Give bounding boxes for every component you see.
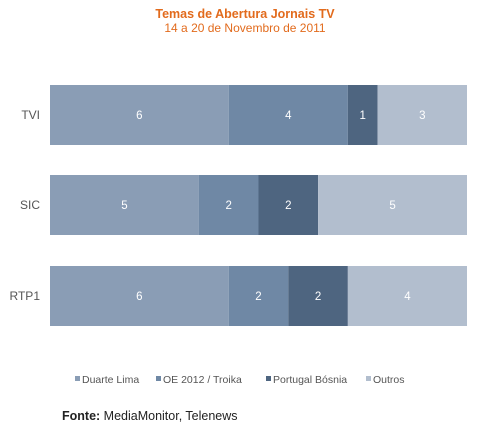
bar-segment (228, 266, 289, 326)
source-label: Fonte: (62, 409, 101, 423)
bar-segment (347, 266, 467, 326)
legend-label: Duarte Lima (82, 374, 139, 386)
data-label: 2 (255, 291, 261, 303)
legend-label: OE 2012 / Troika (163, 374, 242, 386)
bars-group: 6 4 1 3 5 2 2 5 6 2 2 4 (50, 85, 467, 326)
bar-segment (288, 266, 348, 326)
bar-segment (50, 85, 229, 145)
legend-swatch (366, 376, 371, 381)
data-label: 6 (136, 110, 142, 122)
data-label: 4 (285, 110, 292, 122)
legend: Duarte Lima OE 2012 / Troika Portugal Bósn… (75, 374, 405, 386)
legend-label: Outros (373, 374, 405, 386)
data-label: 2 (285, 200, 291, 212)
bar-segment (258, 175, 319, 235)
bar-segment (228, 85, 348, 145)
data-label: 5 (121, 200, 127, 212)
chart-subtitle: 14 a 20 de Novembro de 2011 (164, 21, 326, 35)
data-label: 2 (315, 291, 321, 303)
legend-swatch (75, 376, 80, 381)
data-label: 2 (226, 200, 232, 212)
data-label: 4 (404, 291, 411, 303)
bar-segment (198, 175, 259, 235)
data-label: 3 (419, 110, 425, 122)
data-label: 6 (136, 291, 142, 303)
chart-title: Temas de Abertura Jornais TV (155, 7, 335, 21)
data-label: 1 (360, 110, 366, 122)
category-labels: TVI SIC RTP1 (10, 108, 41, 303)
category-label: TVI (21, 108, 40, 122)
bar-segment (347, 85, 378, 145)
legend-swatch (266, 376, 271, 381)
source-note: Fonte: MediaMonitor, Telenews (62, 409, 238, 423)
category-label: RTP1 (10, 289, 41, 303)
bar-segment (377, 85, 467, 145)
category-label: SIC (20, 198, 40, 212)
bar-segment (318, 175, 467, 235)
data-label: 5 (389, 200, 395, 212)
legend-label: Portugal Bósnia (273, 374, 347, 386)
source-text: MediaMonitor, Telenews (103, 409, 238, 423)
bar-segment (50, 175, 199, 235)
bar-segment (50, 266, 229, 326)
legend-swatch (156, 376, 161, 381)
